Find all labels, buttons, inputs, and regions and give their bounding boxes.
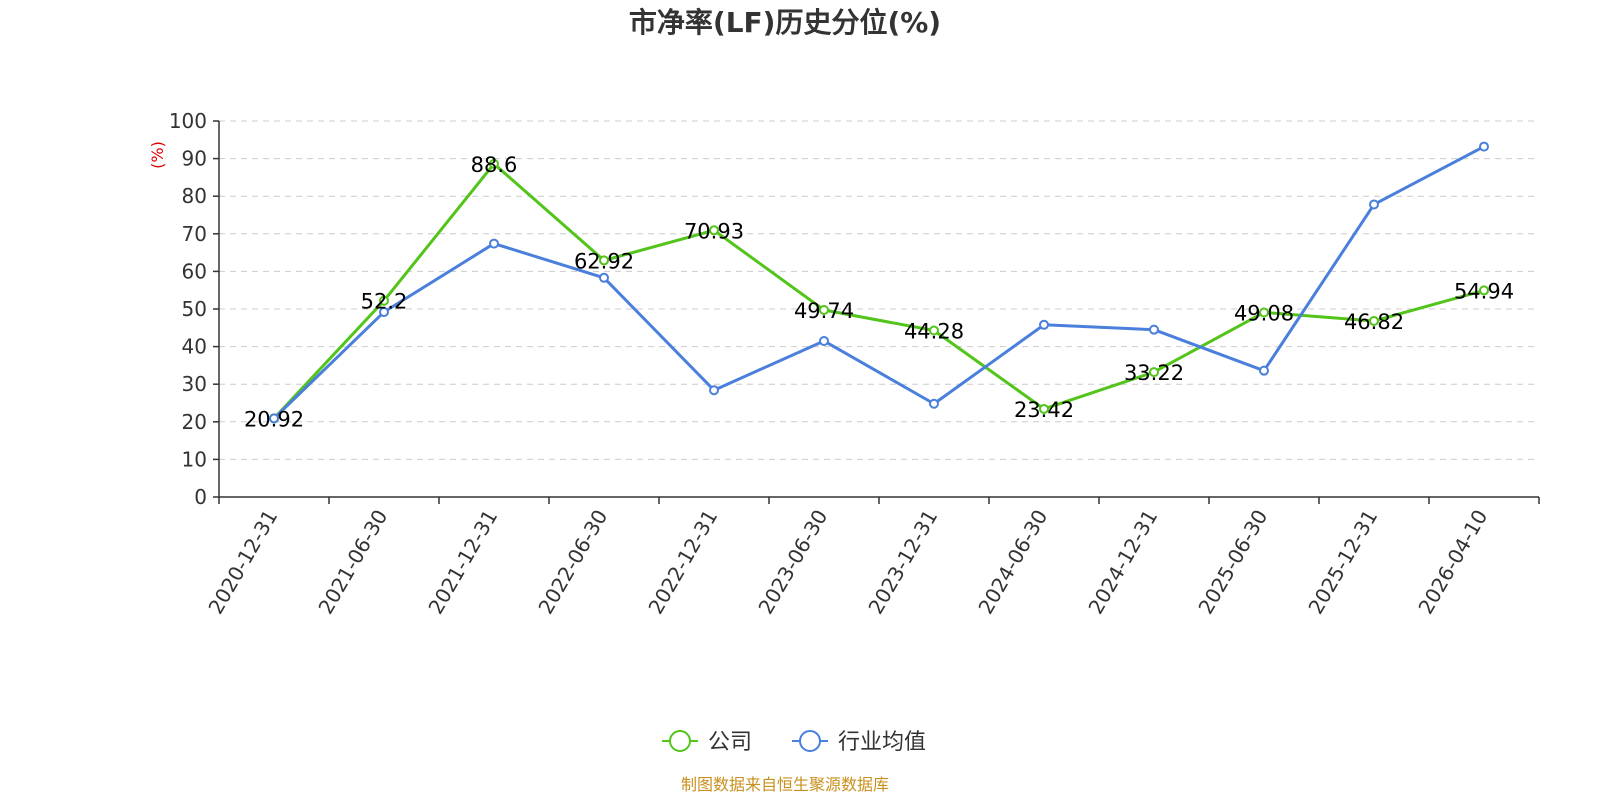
legend-circle-icon [799,730,821,752]
legend-label: 公司 [708,730,752,755]
company-data-point[interactable] [379,295,389,306]
legend[interactable]: 公司 行业均值 [662,730,926,755]
y-tick-label: 20 [182,410,207,434]
data-points [269,141,1489,424]
x-tick-label: 2022-06-30 [533,506,612,619]
x-tick-label: 2023-12-31 [863,506,942,619]
data-label: 54.94 [1454,279,1514,303]
data-label: 44.28 [904,320,964,344]
source-note: 制图数据来自恒生聚源数据库 [681,775,889,794]
y-tick-label: 80 [182,184,207,208]
data-label: 52.2 [361,290,408,314]
industry-data-point[interactable] [599,272,609,283]
company-data-point[interactable] [709,225,719,236]
y-tick-label: 30 [182,372,207,396]
data-label: 49.74 [794,299,854,323]
industry-data-point[interactable] [1369,199,1379,210]
company-data-point[interactable] [819,304,829,315]
industry-data-point[interactable] [929,398,939,409]
industry-data-point[interactable] [1039,319,1049,330]
x-tick-label: 2021-06-30 [313,506,392,619]
y-tick-label: 70 [182,222,207,246]
data-label: 62.92 [574,249,634,273]
company-data-point[interactable] [489,158,499,169]
x-tick-label: 2022-12-31 [643,506,722,619]
data-label: 20.92 [244,407,304,431]
industry-data-point[interactable] [489,238,499,249]
data-label: 88.6 [471,153,518,177]
data-label: 46.82 [1344,310,1404,334]
company-data-point[interactable] [1039,403,1049,414]
industry-data-point[interactable] [709,385,719,396]
industry-data-point[interactable] [1149,324,1159,335]
data-label: 70.93 [684,219,744,243]
company-data-point[interactable] [1259,307,1269,318]
company-data-point[interactable] [1369,315,1379,326]
y-tick-label: 10 [182,447,207,471]
x-tick-label: 2024-06-30 [973,506,1052,619]
company-data-point[interactable] [1479,285,1489,296]
industry-data-point[interactable] [819,335,829,346]
x-tick-label: 2021-12-31 [423,506,502,619]
company-data-point[interactable] [1149,367,1159,378]
x-tick-label: 2026-04-10 [1413,506,1492,619]
y-tick-label: 0 [194,485,207,509]
y-tick-label: 90 [182,147,207,171]
company-data-point[interactable] [929,325,939,336]
x-tick-labels: 2020-12-31 2021-06-30 2021-12-31 2022-06-30… [203,506,1492,619]
y-tick-label: 40 [182,335,207,359]
y-tick-label: 100 [169,109,207,133]
x-tick-label: 2023-06-30 [753,506,832,619]
x-tick-label: 2024-12-31 [1083,506,1162,619]
chart-title: 市净率(LF)历史分位(%) [629,6,941,39]
legend-circle-icon [669,730,691,752]
industry-data-point[interactable] [269,413,279,424]
y-tick-label: 50 [182,297,207,321]
series-lines [272,145,1485,420]
industry-data-point[interactable] [1479,141,1489,152]
industry-data-point[interactable] [1259,365,1269,376]
legend-item-industry[interactable]: 行业均值 [792,730,926,755]
x-tick-label: 2025-06-30 [1193,506,1272,619]
y-tick-labels: 0 10 20 30 40 50 60 70 80 90 100 [169,109,207,509]
data-label: 23.42 [1014,398,1074,422]
data-labels: 20.92 52.2 88.6 62.92 70.93 49.74 44.28 23.42 33… [244,153,1514,431]
company-data-point[interactable] [599,255,609,266]
axes [213,120,1540,504]
legend-label: 行业均值 [838,730,926,755]
company-series-line [272,162,1485,420]
y-tick-label: 60 [182,259,207,283]
data-label: 49.08 [1234,301,1294,325]
legend-item-company[interactable]: 公司 [662,730,752,755]
industry-series-line [272,145,1485,420]
x-tick-label: 2025-12-31 [1303,506,1382,619]
industry-data-point[interactable] [379,307,389,318]
y-axis-label: (%) [148,141,167,169]
data-label: 33.22 [1124,361,1184,385]
x-tick-label: 2020-12-31 [203,506,282,619]
